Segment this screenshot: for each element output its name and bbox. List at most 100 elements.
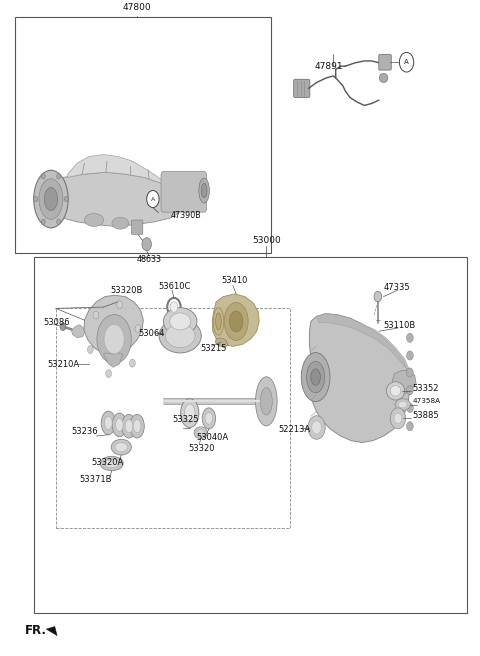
Circle shape	[394, 413, 402, 424]
Ellipse shape	[255, 377, 277, 426]
Text: 53000: 53000	[252, 236, 281, 245]
Bar	[34, 257, 468, 613]
Ellipse shape	[180, 399, 199, 428]
Ellipse shape	[307, 361, 324, 393]
Ellipse shape	[39, 178, 63, 219]
Polygon shape	[317, 314, 410, 373]
Ellipse shape	[122, 415, 136, 438]
Circle shape	[374, 291, 382, 302]
Ellipse shape	[229, 311, 243, 332]
Ellipse shape	[398, 401, 407, 408]
Circle shape	[390, 408, 406, 429]
Ellipse shape	[44, 188, 58, 211]
Circle shape	[87, 346, 93, 354]
Polygon shape	[72, 325, 84, 338]
Polygon shape	[84, 295, 144, 354]
Text: 53325: 53325	[172, 415, 199, 424]
Ellipse shape	[202, 408, 216, 429]
Polygon shape	[48, 173, 180, 226]
Text: 47390B: 47390B	[170, 211, 201, 220]
Ellipse shape	[112, 413, 127, 437]
Circle shape	[170, 302, 178, 312]
Circle shape	[407, 351, 413, 360]
Text: 48633: 48633	[137, 255, 162, 264]
FancyBboxPatch shape	[132, 220, 143, 234]
Ellipse shape	[130, 415, 144, 438]
Circle shape	[93, 311, 99, 319]
Ellipse shape	[100, 457, 123, 471]
Circle shape	[142, 237, 152, 251]
Ellipse shape	[201, 183, 207, 197]
Polygon shape	[310, 314, 410, 443]
Circle shape	[407, 368, 413, 377]
Polygon shape	[104, 353, 123, 367]
Ellipse shape	[395, 399, 410, 411]
Circle shape	[117, 300, 122, 308]
Text: 53320B: 53320B	[111, 285, 143, 295]
Text: FR.: FR.	[24, 624, 47, 637]
Ellipse shape	[213, 308, 224, 335]
Ellipse shape	[184, 404, 195, 422]
Polygon shape	[46, 626, 57, 636]
Circle shape	[407, 386, 413, 395]
Text: 47891: 47891	[314, 62, 343, 71]
Ellipse shape	[165, 324, 195, 348]
Text: 53371B: 53371B	[80, 476, 112, 484]
Ellipse shape	[112, 217, 129, 229]
Circle shape	[130, 359, 135, 367]
Ellipse shape	[84, 213, 104, 226]
Ellipse shape	[116, 419, 123, 432]
Text: 53215: 53215	[201, 344, 227, 354]
Text: 53610C: 53610C	[158, 282, 191, 291]
Text: 53410: 53410	[222, 276, 248, 285]
Ellipse shape	[301, 352, 330, 401]
Text: 53064: 53064	[139, 329, 165, 338]
Ellipse shape	[163, 308, 197, 335]
Circle shape	[167, 298, 180, 316]
Circle shape	[64, 196, 68, 201]
Circle shape	[147, 190, 159, 207]
Circle shape	[135, 325, 141, 333]
Text: 52213A: 52213A	[278, 425, 311, 434]
Text: 53320A: 53320A	[92, 458, 124, 466]
Text: 53040A: 53040A	[196, 434, 228, 443]
Text: 53885: 53885	[412, 411, 439, 420]
Ellipse shape	[386, 382, 405, 400]
Text: 53210A: 53210A	[48, 359, 80, 369]
Circle shape	[407, 422, 413, 431]
Ellipse shape	[311, 369, 321, 385]
Circle shape	[399, 52, 414, 72]
Polygon shape	[68, 155, 168, 190]
Ellipse shape	[101, 411, 116, 435]
FancyBboxPatch shape	[294, 79, 310, 98]
Polygon shape	[215, 338, 228, 348]
Ellipse shape	[105, 417, 112, 430]
Ellipse shape	[194, 427, 207, 439]
Ellipse shape	[169, 313, 191, 330]
Circle shape	[41, 174, 45, 179]
Ellipse shape	[379, 73, 388, 83]
Ellipse shape	[105, 459, 119, 468]
Ellipse shape	[205, 413, 213, 424]
Ellipse shape	[115, 443, 128, 452]
Text: 47800: 47800	[123, 3, 151, 12]
Ellipse shape	[390, 386, 401, 396]
Ellipse shape	[34, 171, 68, 228]
FancyBboxPatch shape	[379, 54, 391, 70]
Ellipse shape	[216, 313, 221, 330]
Ellipse shape	[260, 388, 272, 415]
Text: 53320: 53320	[188, 444, 215, 453]
Circle shape	[407, 403, 413, 413]
Circle shape	[34, 196, 37, 201]
Ellipse shape	[199, 178, 209, 203]
Text: A: A	[151, 197, 155, 201]
Ellipse shape	[197, 430, 204, 436]
Ellipse shape	[133, 420, 141, 433]
Polygon shape	[392, 371, 416, 397]
Circle shape	[41, 219, 45, 224]
Text: A: A	[404, 59, 409, 65]
Circle shape	[308, 416, 325, 440]
Circle shape	[57, 219, 60, 224]
Ellipse shape	[125, 420, 133, 433]
Bar	[56, 308, 290, 527]
